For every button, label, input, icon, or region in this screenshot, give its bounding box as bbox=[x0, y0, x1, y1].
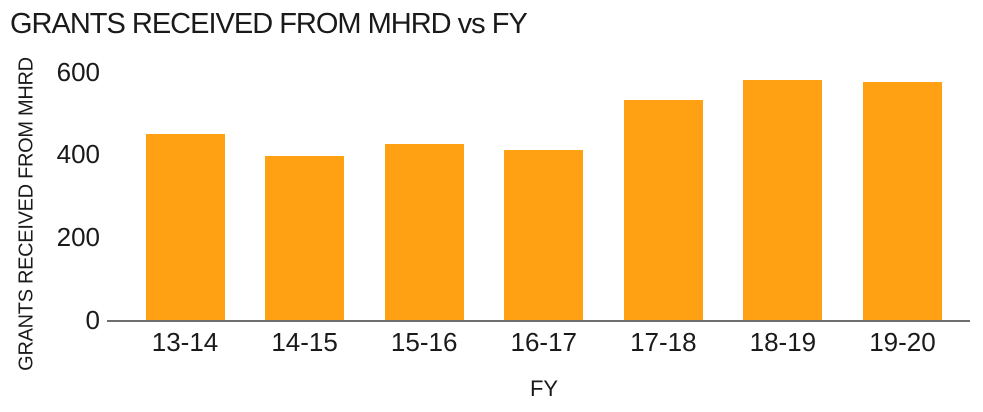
bar bbox=[265, 156, 345, 320]
bar bbox=[145, 133, 225, 320]
chart-title: GRANTS RECEIVED FROM MHRD vs FY bbox=[10, 8, 528, 40]
y-tick-label: 600 bbox=[56, 56, 100, 87]
x-tick-label: 17-18 bbox=[630, 327, 697, 357]
x-tick-label: 19-20 bbox=[869, 327, 936, 357]
bar bbox=[384, 143, 464, 320]
y-tick-label: 0 bbox=[85, 305, 100, 335]
x-axis-line bbox=[107, 320, 970, 322]
bar bbox=[623, 100, 703, 320]
x-tick-label: 13-14 bbox=[151, 327, 219, 357]
x-tick-label: 16-17 bbox=[510, 327, 577, 357]
x-tick-label: 15-16 bbox=[390, 327, 458, 357]
bar bbox=[743, 79, 823, 320]
x-tick-label: 18-19 bbox=[749, 327, 817, 357]
bar bbox=[862, 81, 942, 320]
x-tick-label: 14-15 bbox=[271, 327, 338, 357]
bar bbox=[504, 150, 584, 320]
y-tick-label: 200 bbox=[56, 222, 100, 253]
y-tick-label: 400 bbox=[56, 139, 100, 170]
x-axis-title: FY bbox=[529, 376, 559, 401]
